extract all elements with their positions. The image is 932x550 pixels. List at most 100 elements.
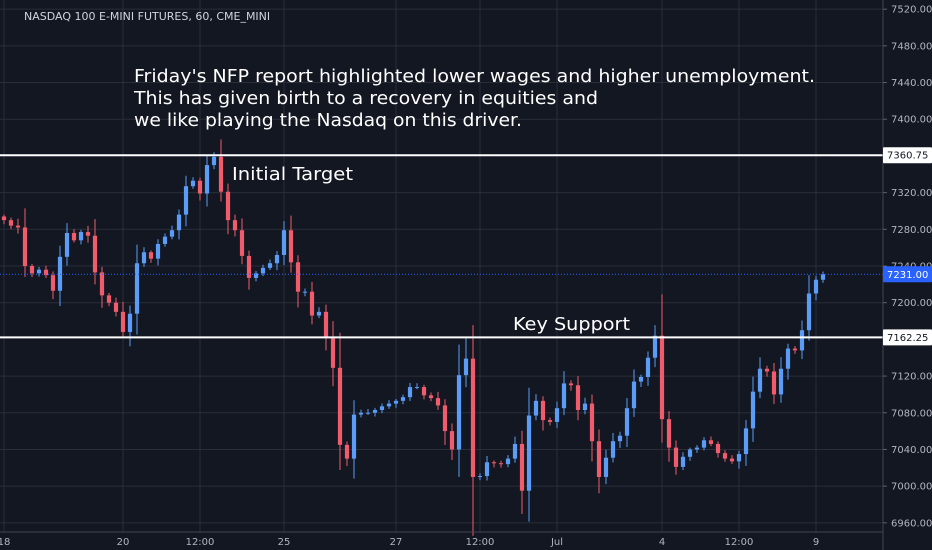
candle-body [204,165,210,194]
candle-body [484,462,490,477]
time-tick-label: Jul [550,537,563,548]
candle [232,214,238,237]
candle-body [610,441,616,458]
candle-body [533,400,539,416]
candle [792,346,798,354]
candle [330,321,336,387]
candle-body [295,262,301,292]
initial-target-price-tag-label: 7360.75 [887,151,928,162]
candle-body [750,391,756,429]
candle [386,400,392,409]
candle [15,218,21,234]
candle-body [162,236,168,244]
time-tick-label: 20 [117,537,130,548]
candle [568,380,574,391]
candle [134,244,140,335]
candle [449,423,455,461]
candle [316,307,322,319]
candle-body [176,214,182,231]
time-axis[interactable]: 18 20 12:00 25 27 12:00 Jul 4 12:00 9 [0,537,819,548]
price-tick-label: 7520.00 [891,5,932,16]
candle [589,394,595,462]
candle [638,374,644,387]
annotation-line: This has given birth to a recovery in eq… [133,88,598,109]
candle-body [253,273,259,278]
candle [442,399,448,445]
candle [29,263,35,278]
candle-body [400,397,406,401]
candle-body [344,444,350,459]
price-tick-label: 7200.00 [891,298,932,309]
candle-body [785,348,791,369]
candle-body [505,458,511,465]
candle-body [624,408,630,436]
candle [85,225,91,243]
candle [120,301,126,338]
candle [617,431,623,449]
candle [1,214,7,225]
candle [344,441,350,467]
candle-body [659,335,665,420]
candle-body [141,252,147,264]
candle [435,391,441,410]
candle-body [575,385,581,411]
candle-body [694,447,700,450]
candle-body [99,272,105,296]
price-tick-label: 7000.00 [891,482,932,493]
candle-body [456,375,462,450]
time-tick-label: 27 [390,537,403,548]
candle-body [666,419,672,448]
candle [148,250,154,263]
candle [680,452,686,471]
candle [673,440,679,475]
time-tick-label: 25 [278,537,291,548]
time-tick-label: 12:00 [725,537,754,548]
initial-target-label: Initial Target [232,164,353,185]
candle-body [596,441,602,477]
candle [414,383,420,390]
candle [624,398,630,448]
candle-body [316,311,322,316]
candle [708,436,714,447]
candle-body [526,415,532,491]
candle [540,396,546,431]
key-support-label: Key Support [513,314,630,335]
candle [323,304,329,351]
price-tick-label: 7040.00 [891,445,932,456]
candle [806,275,812,341]
candle-body [806,293,812,331]
candle [183,175,189,227]
candle-body [393,400,399,404]
candle-body [372,410,378,413]
annotation-line: we like playing the Nasdaq on this drive… [134,110,522,131]
time-tick-label: 12:00 [466,537,495,548]
candle [393,399,399,408]
candle [701,437,707,451]
price-tick-label: 7120.00 [891,372,932,383]
candle [428,392,434,402]
candle-body [1,216,7,221]
candle-body [603,457,609,477]
candle [281,221,287,266]
candle-body [477,476,483,478]
candle-body [491,462,497,464]
candle [78,229,84,245]
candle-body [561,383,567,409]
candle [127,305,133,347]
candle-body [148,252,154,259]
candle-body [519,443,525,491]
candle-body [309,291,315,316]
candle [596,429,602,494]
candle [218,139,224,202]
candle-body [820,274,826,280]
candle-body [337,367,343,445]
candle [50,271,56,300]
candle-body [190,180,196,187]
candle-body [708,440,714,444]
candle-body [680,456,686,467]
candle-body [127,313,133,333]
candle-body [743,428,749,455]
candle-body [638,376,644,382]
candle [813,275,819,301]
